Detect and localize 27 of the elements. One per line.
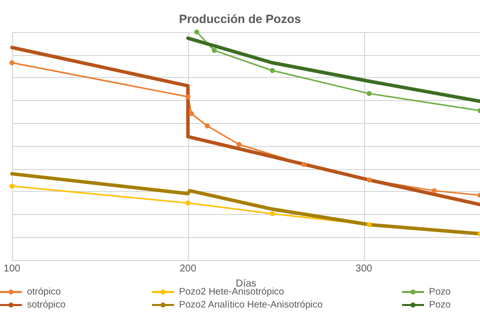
point bbox=[302, 162, 307, 167]
point bbox=[194, 30, 200, 34]
point bbox=[212, 48, 217, 53]
legend-label: Pozo2 Hete-Anisotrópico bbox=[179, 286, 284, 298]
point bbox=[236, 142, 242, 147]
legend-label: Pozo2 Analítico Hete-Anisotrópico bbox=[179, 300, 323, 310]
x-tick-label: 300 bbox=[356, 264, 373, 274]
chart-title: Producción de Pozos bbox=[178, 12, 302, 26]
point bbox=[204, 123, 210, 128]
legend-label: sotrópico bbox=[27, 300, 66, 310]
point bbox=[366, 177, 372, 182]
legend-label: Pozo bbox=[429, 300, 451, 310]
point bbox=[270, 68, 275, 74]
point bbox=[366, 222, 372, 228]
x-tick-label: 200 bbox=[180, 264, 197, 274]
point bbox=[185, 94, 190, 100]
point bbox=[10, 184, 14, 189]
point bbox=[10, 60, 14, 66]
point bbox=[188, 111, 194, 116]
point bbox=[185, 200, 190, 206]
point bbox=[366, 91, 372, 96]
point bbox=[432, 188, 437, 194]
legend-label: Pozo bbox=[429, 286, 451, 298]
x-axis-title: Días bbox=[236, 278, 256, 290]
x-tick-label: 100 bbox=[4, 264, 21, 274]
point bbox=[270, 211, 275, 216]
legend-label: otrópico bbox=[27, 286, 61, 298]
